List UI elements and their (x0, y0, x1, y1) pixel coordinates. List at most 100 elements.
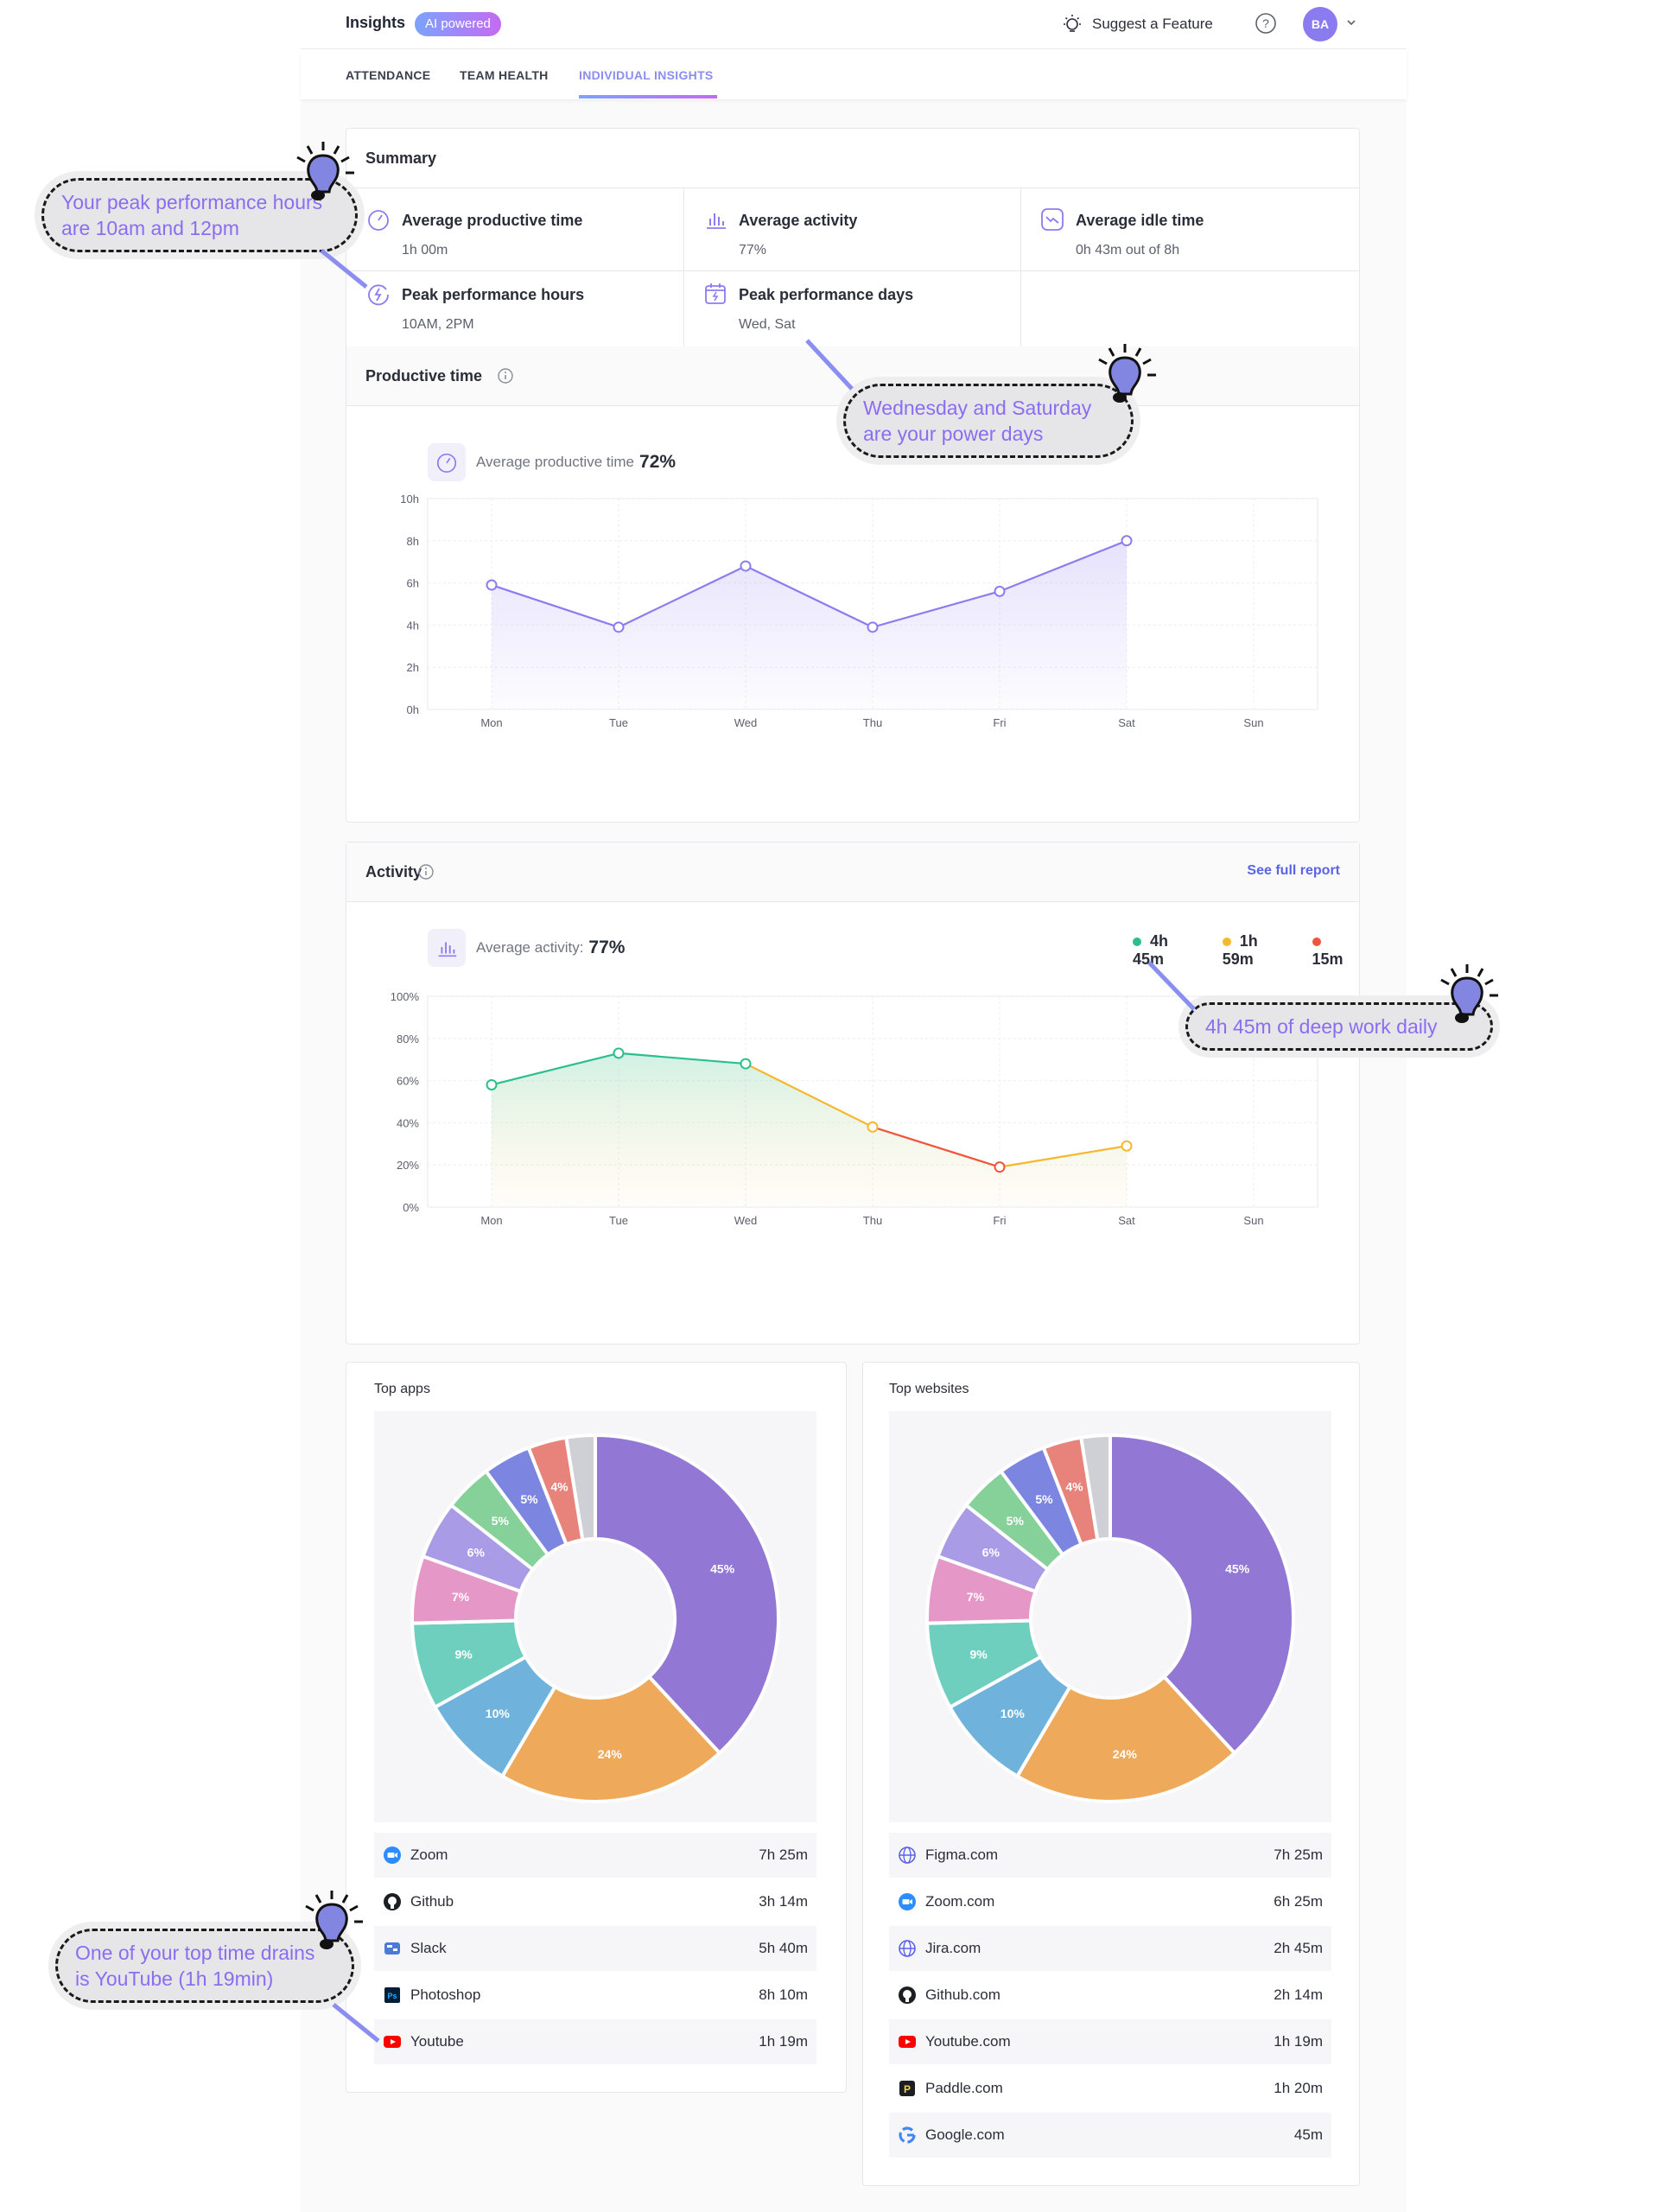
x-tick-label: Fri (993, 716, 1006, 729)
slice-label: 4% (1065, 1480, 1083, 1494)
help-icon[interactable]: ? (1255, 12, 1277, 35)
summary-card: Summary Average productive time 1h 00m A… (346, 128, 1360, 823)
lightbulb-icon (305, 1891, 363, 1949)
tab-attendance[interactable]: ATTENDANCE (346, 68, 431, 82)
pie-slice (1078, 1433, 1112, 1542)
tab-team-health[interactable]: TEAM HEALTH (460, 68, 549, 82)
item-name: Photoshop (410, 1986, 481, 2003)
app-title: Insights (346, 14, 406, 31)
x-tick-label: Sun (1243, 1214, 1263, 1227)
list-item[interactable]: Ps Photoshop 8h 10m (374, 1973, 816, 2018)
info-icon[interactable] (417, 863, 435, 880)
y-tick-label: 6h (407, 577, 419, 590)
x-tick-label: Tue (609, 716, 628, 729)
user-avatar[interactable]: BA (1303, 7, 1337, 41)
ai-powered-badge: AI powered (415, 12, 501, 36)
top-apps-donut-chart: 45% 24% 10% 9% 7% 6% 5% 5% 4% (374, 1411, 816, 1822)
list-item[interactable]: Github 3h 14m (374, 1879, 816, 1924)
slice-label: 24% (1113, 1747, 1138, 1761)
y-tick-label: 2h (407, 661, 419, 674)
google-icon (899, 2126, 916, 2144)
suggest-feature-label: Suggest a Feature (1092, 16, 1213, 32)
productive-time-chart: 10h 8h 6h 4h 2h 0h Mon Tue Wed Thu Fri Sat Sun (400, 493, 1318, 729)
slice-label: 10% (486, 1707, 511, 1720)
activity-title: Activity (365, 863, 422, 880)
data-point (867, 621, 879, 633)
list-item[interactable]: Zoom 7h 25m (374, 1833, 816, 1878)
tab-bar: ATTENDANCE TEAM HEALTH INDIVIDUAL INSIGH… (301, 49, 1407, 99)
github-icon (899, 1986, 916, 2004)
data-point (994, 585, 1006, 597)
list-item[interactable]: Youtube 1h 19m (374, 2019, 816, 2064)
zoom-icon (899, 1893, 916, 1910)
summary-item-activity: Average activity 77% (683, 188, 1021, 271)
tab-individual-insights[interactable]: INDIVIDUAL INSIGHTS (579, 68, 714, 82)
pie-slice (594, 1433, 780, 1756)
bar-chart-icon (428, 929, 466, 967)
list-item[interactable]: Github.com 2h 14m (889, 1973, 1331, 2018)
avg-productive-label: Average productive time (476, 454, 635, 470)
x-tick-label: Thu (863, 1214, 882, 1227)
top-bar: Insights AI powered Suggest a Feature ? … (301, 0, 1407, 49)
legend-item: 4h 45m (1133, 932, 1202, 969)
callout-time-drain: One of your top time drains is YouTube (… (55, 1929, 354, 2003)
top-apps-card: Top apps 45% 24% 10% 9% 7% 6% 5% 5% 4% Zoom 7h 25… (346, 1362, 847, 2093)
idle-trend-icon (1041, 208, 1064, 231)
series-line (491, 1052, 619, 1086)
slice-label: 6% (982, 1545, 1001, 1559)
x-tick-label: Mon (480, 716, 502, 729)
avg-activity-label: Average activity: (476, 939, 584, 956)
list-item[interactable]: Figma.com 7h 25m (889, 1833, 1331, 1878)
summary-item-peak-hours: Peak performance hours 10AM, 2PM (346, 270, 684, 347)
item-time: 5h 40m (759, 1940, 808, 1956)
callout-pointer (332, 2003, 380, 2043)
slice-label: 5% (1035, 1492, 1053, 1506)
lightbulb-icon (1098, 344, 1156, 403)
summary-value: Wed, Sat (739, 317, 796, 332)
x-tick-label: Fri (993, 1214, 1006, 1227)
y-tick-label: 10h (400, 493, 419, 505)
item-name: Github (410, 1893, 454, 1910)
list-item[interactable]: Zoom.com 6h 25m (889, 1879, 1331, 1924)
legend-item: 1h 59m (1222, 932, 1292, 969)
summary-item-empty (1020, 270, 1359, 347)
lightbulb-icon (1064, 15, 1081, 32)
data-point (867, 1121, 879, 1133)
x-tick-label: Sat (1118, 1214, 1135, 1227)
list-item[interactable]: Youtube.com 1h 19m (889, 2019, 1331, 2064)
data-point (486, 1078, 498, 1090)
list-item[interactable]: Jira.com 2h 45m (889, 1926, 1331, 1971)
callout-power-days: Wednesday and Saturday are your power da… (843, 384, 1134, 458)
list-item[interactable]: Google.com 45m (889, 2113, 1331, 2158)
callout-pointer (320, 249, 368, 289)
series-line (618, 1052, 746, 1065)
summary-label: Average productive time (402, 212, 583, 229)
list-item[interactable]: Slack 5h 40m (374, 1926, 816, 1971)
y-tick-label: 0% (403, 1201, 419, 1214)
suggest-feature-button[interactable]: Suggest a Feature (1061, 11, 1213, 37)
globe-icon (899, 1940, 916, 1957)
slice-label: 5% (520, 1492, 538, 1506)
info-icon[interactable] (497, 367, 514, 385)
list-item[interactable]: P Paddle.com 1h 20m (889, 2066, 1331, 2111)
item-name: Paddle.com (925, 2080, 1003, 2096)
data-point (740, 560, 752, 572)
productive-time-title: Productive time (365, 367, 483, 385)
summary-item-productive-time: Average productive time 1h 00m (346, 188, 684, 271)
series-line (745, 565, 873, 628)
data-point (613, 1047, 625, 1059)
callout-pointer (1147, 961, 1196, 1011)
item-name: Figma.com (925, 1847, 999, 1863)
pie-slice (1109, 1433, 1295, 1756)
y-tick-label: 100% (391, 990, 420, 1003)
paddle-icon: P (899, 2081, 915, 2096)
see-full-report-link[interactable]: See full report (1247, 863, 1340, 878)
lightbulb-icon (1440, 964, 1498, 1023)
chevron-down-icon[interactable] (1344, 16, 1358, 29)
x-tick-label: Mon (480, 1214, 502, 1227)
data-point (1121, 1140, 1133, 1152)
gauge-icon (368, 210, 389, 231)
pie-slice (1014, 1674, 1237, 1803)
activity-card: Activity See full report Average activit… (346, 842, 1360, 1344)
top-websites-card: Top websites 45% 24% 10% 9% 7% 6% 5% 5% 4% Figma… (862, 1362, 1360, 2186)
